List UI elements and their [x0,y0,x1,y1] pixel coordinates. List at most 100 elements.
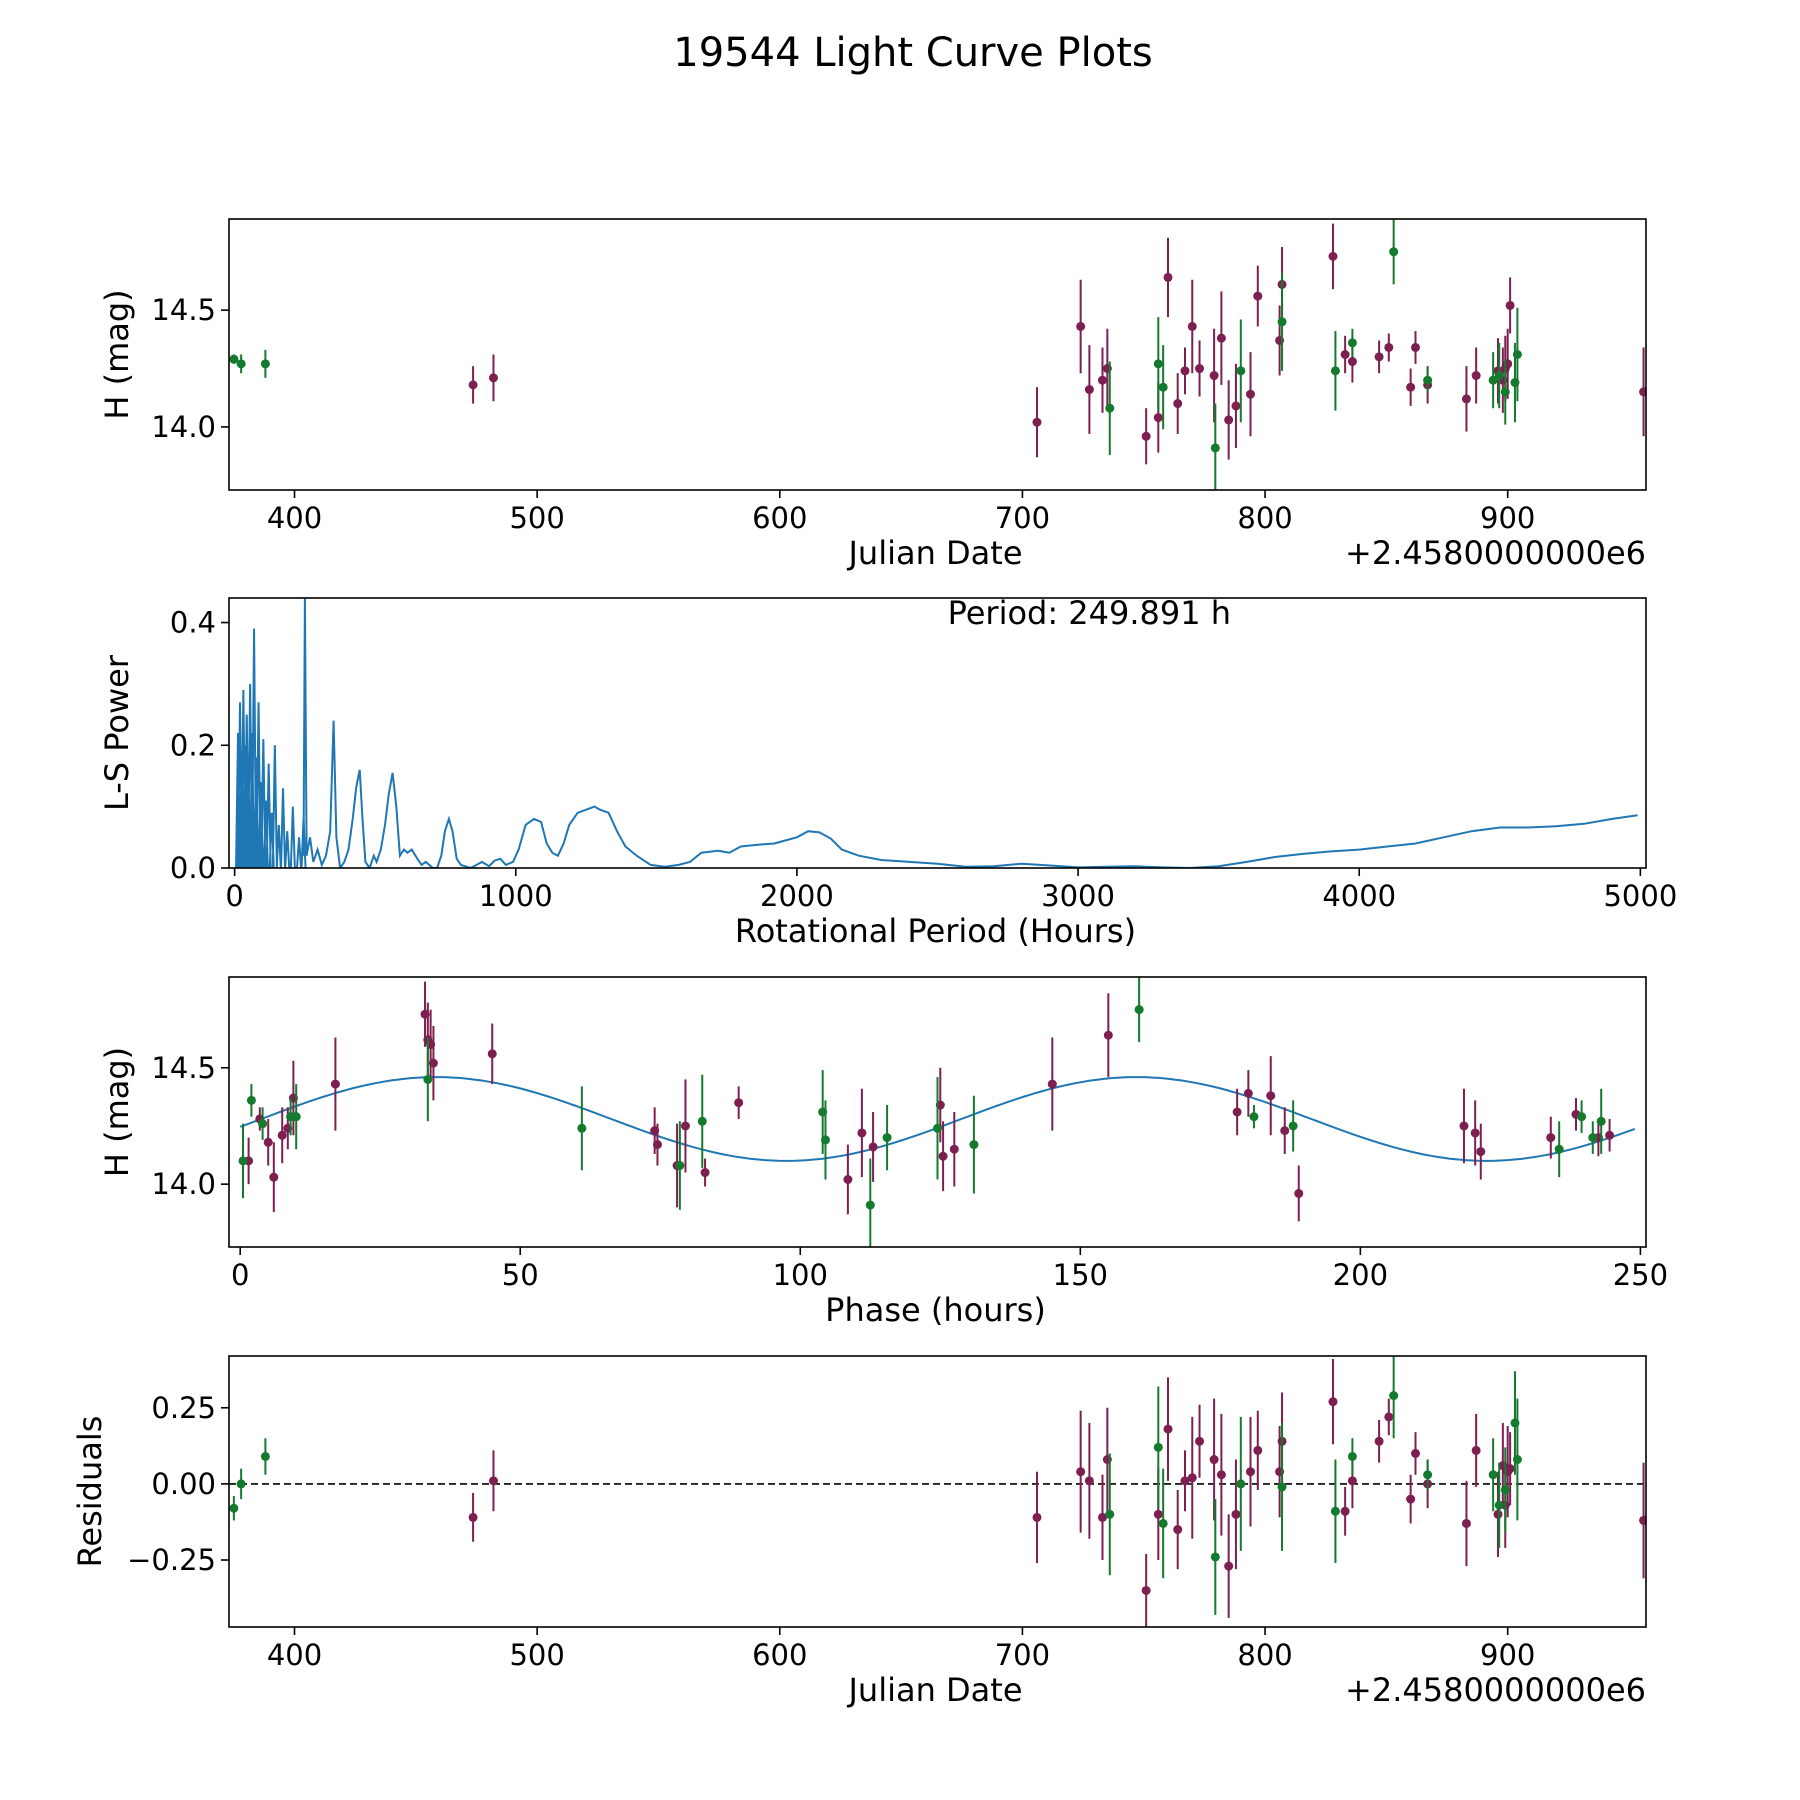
data-point [1105,1509,1115,1519]
figure-title: 19544 Light Curve Plots [673,30,1152,76]
data-point [1554,1144,1564,1154]
data-point [1577,1112,1587,1122]
data-point [468,1512,478,1522]
data-point [1209,1455,1219,1465]
axes-frame [228,1355,1647,1628]
data-point [236,1479,246,1489]
y-tick-label: 0.4 [170,606,216,640]
data-point [1410,1448,1420,1458]
data-point [1173,399,1183,409]
x-tick-label: 600 [752,1638,807,1672]
data-point [1216,333,1226,343]
data-point [1406,382,1416,392]
data-point [1097,375,1107,385]
data-point [969,1140,979,1150]
data-point [1032,1512,1042,1522]
data-point [1459,1121,1469,1131]
data-point [1266,1091,1276,1101]
data-point [1340,1506,1350,1516]
data-point [1153,1509,1163,1519]
data-point [1605,1130,1615,1140]
periodogram-line [302,598,1638,868]
data-point [700,1168,710,1178]
panel-residuals: 400 500 600 700 800 900 0.25 0.00 −0.25 Julian Da… [71,1355,1647,1709]
data-point [229,1503,239,1513]
data-point [1047,1079,1057,1089]
x-offset-label: +2.4580000000e6 [1345,1671,1646,1709]
data-point [577,1123,587,1133]
data-point [468,380,478,390]
data-point [1294,1188,1304,1198]
data-point [1347,1476,1357,1486]
plot-area [229,1356,1646,1627]
panel-periodogram: 0 1000 2000 3000 4000 5000 0.0 0.2 0.4 Rotational… [98,594,1677,950]
data-point [697,1116,707,1126]
data-point [1423,1470,1433,1480]
x-tick-label: 4000 [1322,879,1396,913]
data-point [1423,375,1433,385]
data-point [291,1112,301,1122]
axes-frame [228,597,1647,869]
x-tick-label: 5000 [1603,879,1677,913]
y-axis-label: H (mag) [98,289,136,419]
data-point [1253,291,1263,301]
data-point [1277,1482,1287,1492]
x-tick-label: 400 [267,501,322,535]
x-tick-label: 0 [225,879,243,913]
y-tick-label: −0.25 [127,1543,216,1577]
data-point [428,1058,438,1068]
data-point [1500,1485,1510,1495]
data-point [1224,415,1234,425]
data-point [1236,1479,1246,1489]
data-point [1280,1126,1290,1136]
data-point [1210,1552,1220,1562]
x-axis-label: Julian Date [846,1671,1022,1709]
data-point [1231,1509,1241,1519]
data-point [238,1156,248,1166]
data-point [1195,364,1205,374]
data-point [1158,1518,1168,1528]
data-point [1330,366,1340,376]
data-point [1163,1424,1173,1434]
data-point [236,359,246,369]
data-point [857,1128,867,1138]
x-offset-label: +2.4580000000e6 [1345,534,1646,572]
x-tick-label: 1000 [479,879,553,913]
data-point [1330,1506,1340,1516]
series-series_a [244,981,1615,1222]
series-series_b [229,219,1522,490]
data-point [820,1135,830,1145]
x-tick-label: 500 [509,1638,564,1672]
data-point [1158,382,1168,392]
data-point [1134,1005,1144,1015]
data-point [1494,371,1504,381]
data-point [1512,350,1522,359]
data-point [1406,1494,1416,1504]
data-point [1476,1147,1486,1157]
data-point [1076,321,1086,331]
data-point [1180,366,1190,376]
data-point [1639,387,1646,397]
data-point [1389,1391,1399,1401]
data-point [1243,1088,1253,1098]
data-point [1084,1476,1094,1486]
axes-frame [228,218,1647,491]
data-point [1187,1473,1197,1483]
data-point [1384,1412,1394,1422]
data-point [1153,359,1163,369]
data-point [1246,1467,1256,1477]
data-point [263,1137,273,1147]
data-point [1084,385,1094,395]
plot-area [238,977,1636,1247]
data-point [1347,1451,1357,1461]
data-point [1195,1436,1205,1446]
data-point [933,1123,942,1133]
data-point [1173,1525,1183,1535]
data-point [1180,1476,1190,1486]
data-point [1347,357,1357,367]
data-point [1374,1436,1384,1446]
data-point [1493,1509,1503,1519]
x-tick-label: 250 [1613,1258,1668,1292]
x-tick-label: 2000 [760,879,834,913]
